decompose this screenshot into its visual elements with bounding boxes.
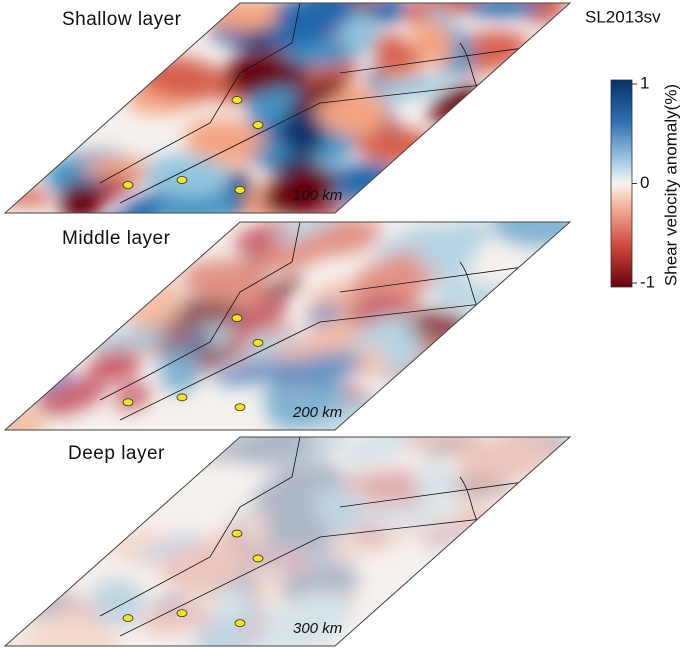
anomaly-blobs xyxy=(5,3,567,213)
anomaly-blob xyxy=(262,166,338,213)
station-marker xyxy=(231,529,243,538)
station-marker xyxy=(122,398,134,407)
station-marker xyxy=(122,614,134,623)
station-marker xyxy=(231,314,243,322)
map-frame xyxy=(3,436,572,647)
anomaly-blob xyxy=(211,590,249,618)
anomaly-blob xyxy=(306,301,343,328)
colorbar xyxy=(610,79,633,288)
station-marker xyxy=(252,554,264,563)
anomaly-blob xyxy=(269,374,343,391)
station-marker xyxy=(234,403,246,412)
anomaly-blob xyxy=(59,181,104,213)
anomaly-blob xyxy=(363,76,449,101)
anomaly-blob xyxy=(170,296,245,329)
anomaly-blob xyxy=(462,3,546,17)
colorbar-tick-label: -1 xyxy=(640,272,655,291)
colorbar-ticks: 1 0 -1 xyxy=(632,73,655,291)
station-marker xyxy=(252,121,264,129)
anomaly-field xyxy=(12,437,569,646)
anomaly-blobs xyxy=(12,437,569,646)
anomaly-blob xyxy=(260,594,352,646)
anomaly-blob xyxy=(368,3,408,24)
station-marker xyxy=(176,609,188,618)
map-panel: Deep layer 300 km xyxy=(3,436,572,647)
anomaly-blob xyxy=(242,437,314,450)
depth-label: 100 km xyxy=(293,187,342,204)
anomaly-blob xyxy=(274,222,354,266)
anomaly-blob xyxy=(184,118,269,165)
map-panel: Shallow layer 100 km xyxy=(3,2,572,214)
depth-label: 300 km xyxy=(293,620,342,637)
coastline xyxy=(99,3,561,204)
anomaly-blob xyxy=(422,437,481,460)
map-frame xyxy=(3,2,572,214)
model-name: SL2013sv xyxy=(585,7,661,26)
anomaly-blob xyxy=(418,222,490,269)
colorbar-tick-label: 1 xyxy=(640,73,649,92)
anomaly-field xyxy=(5,3,567,213)
colorbar-label: Shear velocity anomaly(%) xyxy=(661,84,680,286)
anomaly-blob xyxy=(191,339,244,373)
anomaly-blob xyxy=(289,76,348,111)
anomaly-blob xyxy=(144,154,230,198)
anomaly-blob xyxy=(469,437,555,480)
layer-label: Shallow layer xyxy=(62,9,182,30)
station-marker xyxy=(176,176,188,184)
anomaly-blob xyxy=(158,346,201,394)
anomaly-blob xyxy=(348,250,440,309)
anomaly-blob xyxy=(278,108,326,158)
anomaly-blob xyxy=(344,437,411,468)
anomaly-blob xyxy=(214,355,306,386)
anomaly-blob xyxy=(276,222,346,243)
station-marker xyxy=(252,338,264,347)
anomaly-blob xyxy=(419,463,455,505)
anomaly-blob xyxy=(30,623,122,646)
station-marker xyxy=(234,186,246,194)
anomaly-blob xyxy=(138,609,204,634)
layer-label: Deep layer xyxy=(68,443,165,464)
colorbar-tick-label: 0 xyxy=(640,173,649,192)
anomaly-blob xyxy=(265,3,352,49)
anomaly-blob xyxy=(261,385,293,406)
anomaly-blob xyxy=(218,299,287,343)
anomaly-blob xyxy=(250,143,293,162)
coastline xyxy=(99,437,561,637)
station-marker xyxy=(122,181,134,189)
anomaly-blob xyxy=(131,533,203,563)
anomaly-blob xyxy=(87,353,123,382)
map-panels: Shallow layer 100 km Middle layer 200 km Dee… xyxy=(3,2,572,647)
depth-label: 200 km xyxy=(292,404,342,421)
anomaly-blob xyxy=(412,18,454,67)
anomaly-blob xyxy=(360,507,460,527)
map-frame xyxy=(3,221,572,431)
station-marker xyxy=(231,96,243,104)
station-marker xyxy=(176,393,188,402)
station-marker xyxy=(234,619,246,628)
layer-label: Middle layer xyxy=(62,228,171,249)
map-panel: Middle layer 200 km xyxy=(3,221,572,431)
anomaly-blob xyxy=(281,349,359,376)
anomaly-blob xyxy=(259,508,335,556)
coastline xyxy=(99,222,561,421)
